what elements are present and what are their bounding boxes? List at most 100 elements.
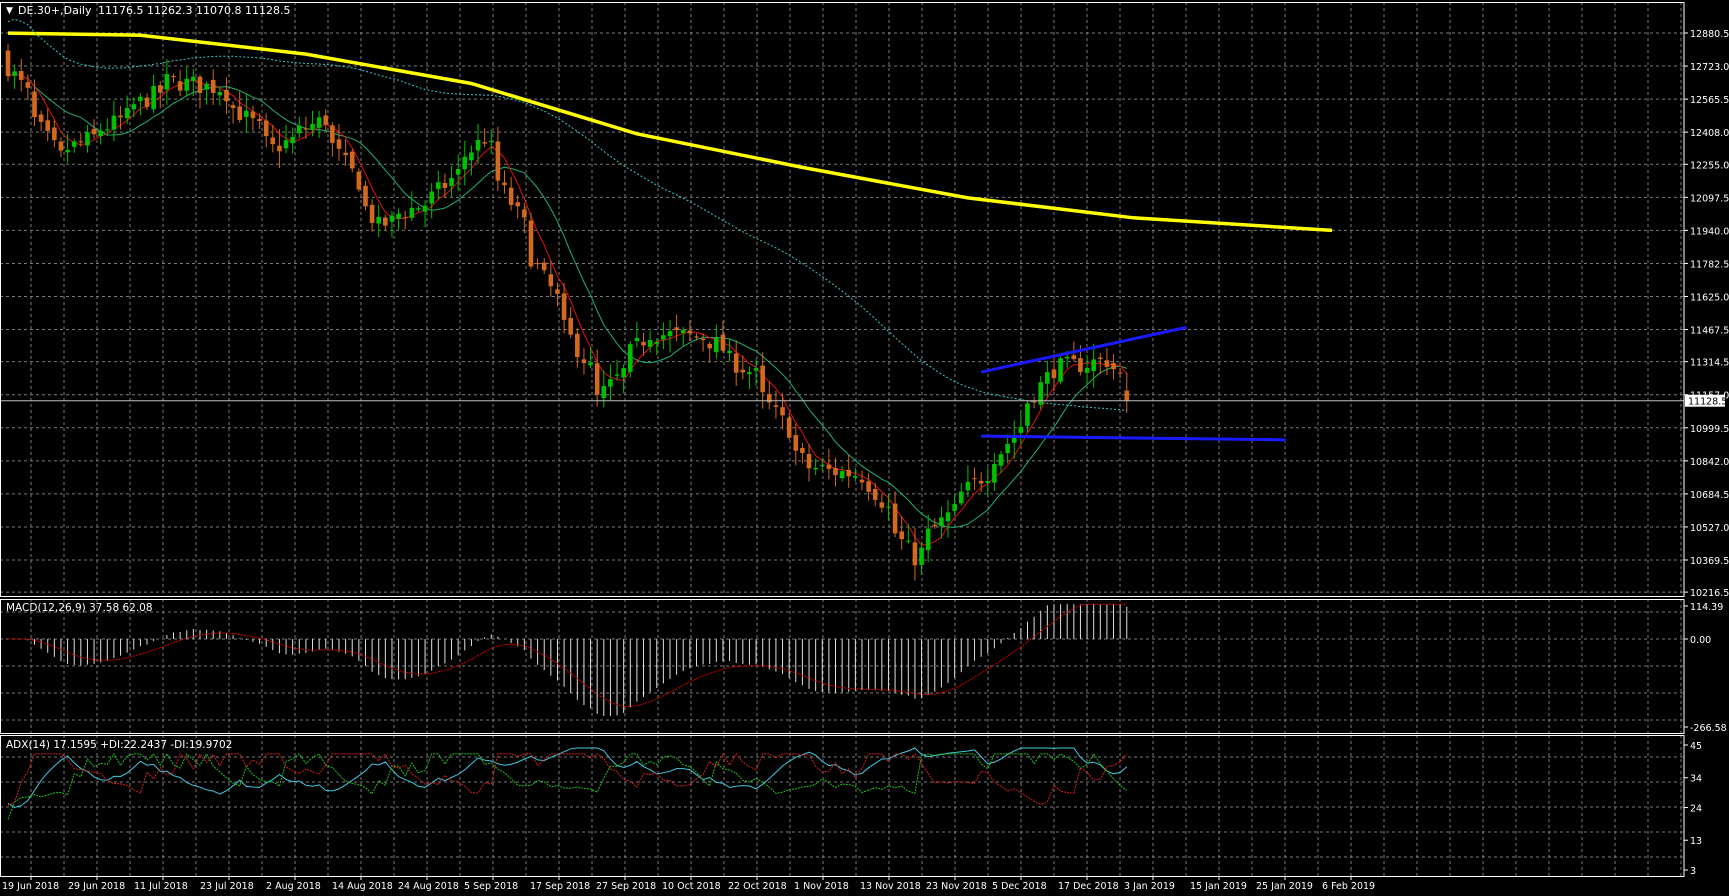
candle-body (760, 365, 765, 393)
candle-body (105, 129, 110, 131)
date-tick-label: 17 Dec 2018 (1058, 881, 1119, 892)
candle (1117, 367, 1123, 379)
collapse-arrow-icon[interactable]: ▼ (6, 6, 13, 16)
candle (65, 134, 70, 163)
price-panel[interactable] (0, 18, 1684, 581)
candle (747, 366, 752, 390)
candle-body (184, 78, 190, 91)
price-tick-label: 12408.0 (1690, 128, 1729, 139)
candle-body (1084, 368, 1090, 373)
macd-signal-line (7, 603, 1127, 708)
candle (932, 518, 938, 529)
candle (965, 465, 971, 498)
candle-body (819, 465, 825, 467)
candle (621, 364, 626, 394)
candle (786, 412, 792, 441)
candle-body (436, 182, 441, 190)
candle (727, 339, 732, 362)
candle (912, 527, 918, 581)
candle (892, 491, 898, 538)
candle-body (1078, 358, 1083, 372)
candle (105, 118, 110, 136)
adx-label: ADX(14) 17.1595 +DI:22.2437 -DI:19.9702 (6, 739, 232, 751)
candle (263, 113, 269, 148)
candle-body (277, 145, 282, 152)
candle-body (1098, 357, 1103, 359)
plus-di-line (7, 752, 1128, 820)
adx-panel[interactable] (7, 747, 1128, 820)
candle (939, 506, 944, 539)
candle-body (813, 467, 818, 470)
candle-body (1071, 355, 1077, 360)
candle (204, 81, 209, 105)
candle-body (455, 168, 461, 175)
candle-body (1058, 358, 1063, 382)
candle (422, 200, 428, 228)
macd-tick-label: 114.39 (1690, 602, 1723, 613)
candle-body (522, 209, 527, 218)
trendlines[interactable] (980, 325, 1286, 442)
price-tick-label: 10999.5 (1690, 424, 1729, 435)
candle (250, 105, 256, 131)
candle-body (303, 128, 309, 130)
candle-body (290, 136, 295, 144)
candle-body (720, 334, 726, 351)
candle-body (899, 531, 904, 540)
candle-body (555, 289, 560, 294)
candle-body (52, 127, 57, 141)
candle-body (171, 75, 176, 78)
candle (733, 340, 739, 386)
panel-border (0, 599, 1685, 734)
candle (402, 211, 408, 230)
candle-body (839, 471, 845, 479)
candle (575, 328, 580, 368)
candle (383, 214, 388, 232)
candle-body (694, 336, 699, 338)
candle-body (978, 480, 984, 484)
candle (661, 322, 666, 349)
candle (998, 451, 1004, 474)
candle-body (800, 448, 805, 453)
macd-panel[interactable] (7, 603, 1128, 716)
candle-body (270, 137, 276, 145)
adx-tick-label: 13 (1690, 836, 1702, 847)
candle (667, 320, 673, 353)
candle-body (687, 330, 693, 334)
candle-body (177, 81, 183, 91)
candle-body (310, 123, 315, 129)
candle-body (250, 111, 256, 119)
candle (780, 393, 785, 430)
date-tick-label: 3 Jan 2019 (1124, 881, 1175, 892)
candle (753, 358, 759, 386)
candle (581, 348, 587, 375)
candle (230, 101, 236, 124)
candle (1005, 434, 1010, 464)
candle-body (747, 372, 752, 375)
candle (555, 282, 560, 307)
candle-body (925, 528, 931, 551)
candle-body (429, 191, 434, 204)
candle-body (992, 464, 997, 483)
candle-body (71, 141, 77, 147)
date-tick-label: 5 Sep 2018 (464, 881, 518, 892)
candle (720, 320, 726, 353)
candle (310, 110, 315, 137)
macd-tick-label: -266.58 (1690, 723, 1727, 734)
candle (45, 108, 51, 142)
candle (462, 140, 468, 186)
candle (303, 116, 309, 139)
price-tick-label: 11625.0 (1690, 293, 1729, 304)
candle-body (932, 524, 938, 527)
date-axis: 19 Jun 2018 29 Jun 2018 11 Jul 2018 23 Jul … (2, 876, 1375, 892)
candle-body (224, 89, 229, 102)
minus-di-line (7, 752, 1128, 806)
candle-body (1091, 359, 1096, 371)
candle (18, 58, 24, 92)
candle-body (939, 517, 944, 527)
candle-body (714, 338, 719, 353)
candle-body (495, 141, 501, 181)
candle (515, 195, 521, 219)
candle-body (1124, 390, 1130, 401)
candle (151, 74, 156, 114)
candle (740, 355, 746, 380)
